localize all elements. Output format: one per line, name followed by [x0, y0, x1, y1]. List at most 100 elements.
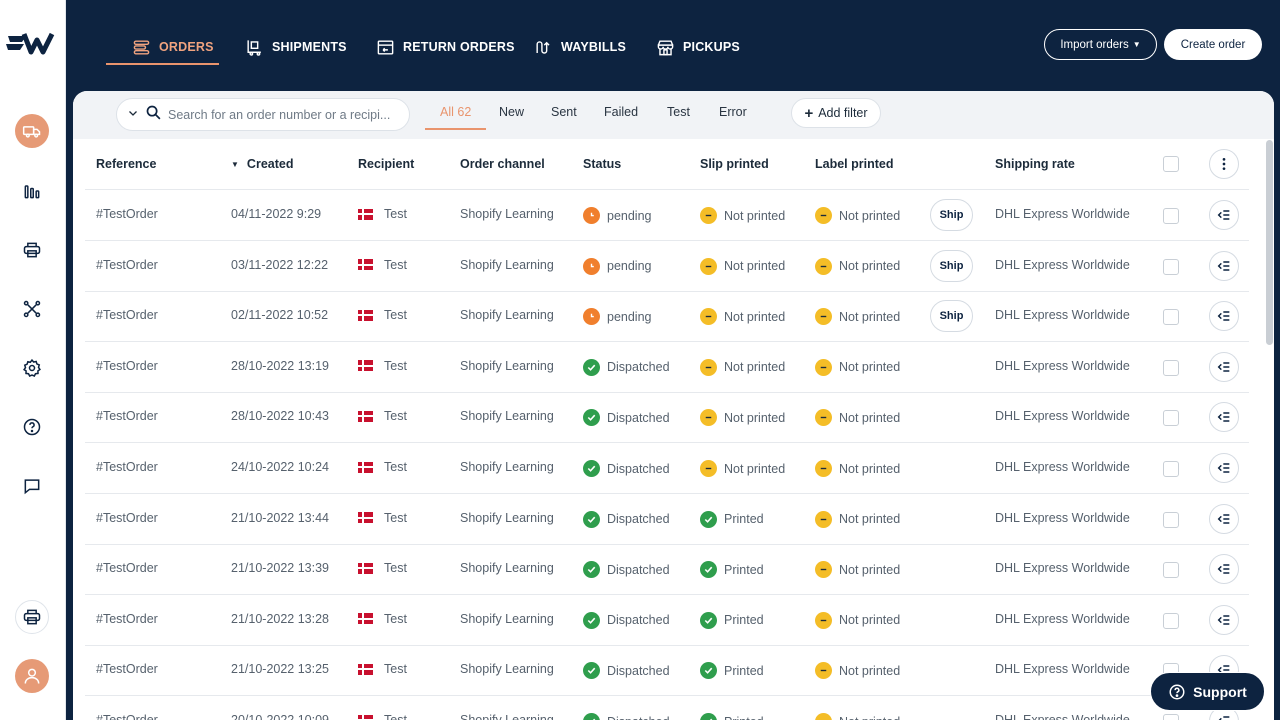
row-checkbox[interactable] [1163, 359, 1179, 376]
table-row[interactable]: #TestOrder 21/10-2022 13:39 Test Shopify Le… [85, 544, 1249, 596]
slip-printed-text: Printed [724, 715, 764, 720]
label-printed-text: Not printed [839, 562, 901, 577]
header-order-channel[interactable]: Order channel [460, 157, 545, 171]
slip-printed-text: Not printed [724, 259, 786, 274]
scrollbar[interactable] [1266, 140, 1273, 345]
table-row[interactable]: #TestOrder 21/10-2022 13:44 Test Shopify Le… [85, 494, 1249, 545]
import-orders-button[interactable]: Import orders ▼ [1044, 29, 1157, 60]
row-checkbox[interactable] [1163, 714, 1179, 720]
header-slip-printed[interactable]: Slip printed [700, 157, 769, 171]
order-reference[interactable]: #TestOrder [96, 662, 158, 677]
header-shipping-rate[interactable]: Shipping rate [995, 157, 1075, 171]
chevron-down-icon[interactable] [127, 106, 139, 124]
order-channel: Shopify Learning [460, 611, 554, 626]
row-checkbox[interactable] [1163, 410, 1179, 427]
expand-menu-icon [1217, 362, 1230, 372]
label-printed: Not printed [815, 207, 900, 224]
tab-shipments[interactable]: SHIPMENTS [243, 30, 349, 64]
sidebar-chat-button[interactable] [15, 469, 49, 503]
row-actions-button[interactable] [1209, 250, 1239, 281]
order-reference[interactable]: #TestOrder [96, 409, 158, 424]
header-reference[interactable]: Reference [96, 157, 157, 171]
row-actions-button[interactable] [1209, 351, 1239, 382]
row-actions-button[interactable] [1209, 554, 1239, 585]
row-actions-button[interactable] [1209, 301, 1239, 332]
recipient-name: Test [384, 662, 407, 677]
filter-tab-error[interactable]: Error [719, 105, 747, 119]
tab-orders[interactable]: ORDERS [130, 30, 216, 64]
tab-waybills[interactable]: WAYBILLS [532, 30, 628, 64]
header-label-printed[interactable]: Label printed [815, 157, 894, 171]
waybills-icon [536, 40, 550, 54]
create-order-button[interactable]: Create order [1164, 29, 1262, 60]
table-row[interactable]: #TestOrder 24/10-2022 10:24 Test Shopify Le… [85, 443, 1249, 494]
label-printed-text: Not printed [839, 461, 901, 476]
tab-return-orders[interactable]: RETURN ORDERS [374, 30, 517, 64]
ship-button[interactable]: Ship [930, 199, 973, 231]
add-filter-button[interactable]: + Add filter [791, 98, 881, 128]
order-reference[interactable]: #TestOrder [96, 561, 158, 576]
row-actions-button[interactable] [1209, 453, 1239, 483]
order-reference[interactable]: #TestOrder [96, 611, 158, 626]
sidebar-print-button[interactable] [15, 233, 49, 267]
row-actions-button[interactable] [1209, 604, 1239, 635]
select-all-checkbox[interactable] [1163, 156, 1179, 172]
sidebar-profile-button[interactable] [15, 659, 49, 693]
order-reference[interactable]: #TestOrder [96, 460, 158, 474]
order-reference[interactable]: #TestOrder [96, 207, 158, 221]
table-row[interactable]: #TestOrder 21/10-2022 13:25 Test Shopify Le… [85, 645, 1249, 697]
table-row[interactable]: #TestOrder 21/10-2022 13:28 Test Shopify Le… [85, 595, 1249, 646]
header-recipient[interactable]: Recipient [358, 157, 415, 171]
not-printed-icon [815, 207, 832, 224]
import-orders-label: Import orders [1060, 38, 1129, 51]
recipient-name: Test [384, 207, 407, 221]
tab-pickups[interactable]: PICKUPS [654, 30, 742, 64]
search-input[interactable] [168, 107, 400, 122]
row-checkbox[interactable] [1163, 511, 1179, 528]
order-reference[interactable]: #TestOrder [96, 257, 158, 272]
sidebar-settings-button[interactable] [15, 351, 49, 385]
sidebar-printer-setup-button[interactable] [15, 600, 49, 634]
order-created: 21/10-2022 13:25 [231, 662, 330, 677]
header-created[interactable]: ▼ Created [231, 157, 293, 171]
pickups-icon [657, 39, 674, 55]
dispatched-status-icon [583, 713, 600, 720]
ship-button[interactable]: Ship [930, 300, 973, 333]
header-status[interactable]: Status [583, 157, 622, 171]
order-reference[interactable]: #TestOrder [96, 510, 158, 525]
table-row[interactable]: #TestOrder 02/11-2022 10:52 Test Shopify Le… [85, 291, 1249, 343]
order-reference[interactable]: #TestOrder [96, 713, 158, 720]
filter-tab-sent[interactable]: Sent [551, 105, 577, 119]
row-checkbox[interactable] [1163, 612, 1179, 629]
sidebar-help-button[interactable] [15, 410, 49, 444]
row-checkbox[interactable] [1163, 208, 1179, 224]
ship-button[interactable]: Ship [930, 249, 973, 282]
order-reference[interactable]: #TestOrder [96, 358, 158, 373]
filter-tab-test[interactable]: Test [667, 105, 690, 119]
filter-tab-all[interactable]: All 62 [440, 105, 472, 119]
filter-tab-failed[interactable]: Failed [604, 105, 639, 119]
row-actions-button[interactable] [1209, 200, 1239, 230]
table-row[interactable]: #TestOrder 28/10-2022 13:19 Test Shopify Le… [85, 342, 1249, 393]
table-row[interactable]: #TestOrder 04/11-2022 9:29 Test Shopify Lea… [85, 190, 1249, 241]
shipping-rate: DHL Express Worldwide [995, 561, 1130, 576]
table-row[interactable]: #TestOrder 20/10-2022 10:09 Test Shopify Le… [85, 696, 1249, 720]
active-tab-indicator [106, 63, 219, 65]
printer-icon [23, 242, 41, 258]
row-checkbox[interactable] [1163, 461, 1179, 477]
sidebar-integrations-button[interactable] [15, 292, 49, 326]
row-checkbox[interactable] [1163, 309, 1179, 326]
order-reference[interactable]: #TestOrder [96, 308, 158, 323]
row-actions-button[interactable] [1209, 402, 1239, 433]
support-button[interactable]: Support [1150, 672, 1265, 711]
table-row[interactable]: #TestOrder 03/11-2022 12:22 Test Shopify Le… [85, 241, 1249, 292]
plus-icon: + [804, 104, 814, 122]
filter-tab-new[interactable]: New [499, 105, 525, 119]
table-row[interactable]: #TestOrder 28/10-2022 10:43 Test Shopify Le… [85, 392, 1249, 444]
sidebar-orders-button[interactable] [15, 114, 49, 148]
row-checkbox[interactable] [1163, 562, 1179, 579]
sidebar-analytics-button[interactable] [15, 174, 49, 208]
more-options-button[interactable] [1209, 149, 1239, 179]
row-actions-button[interactable] [1209, 503, 1239, 534]
row-checkbox[interactable] [1163, 258, 1179, 275]
